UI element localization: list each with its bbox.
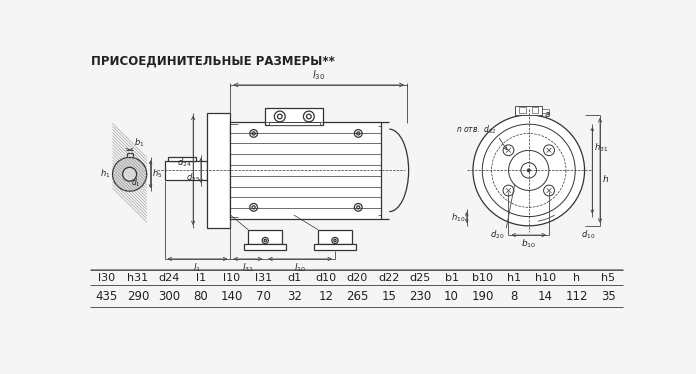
Text: $d_{20}$: $d_{20}$ — [491, 228, 505, 240]
Bar — [318, 230, 352, 243]
Circle shape — [306, 114, 311, 119]
Bar — [248, 230, 283, 243]
Text: 12: 12 — [319, 290, 333, 303]
Bar — [244, 243, 286, 250]
Text: 112: 112 — [566, 290, 588, 303]
Circle shape — [250, 203, 258, 211]
Text: $b_1$: $b_1$ — [134, 137, 145, 149]
Text: $b_{10}$: $b_{10}$ — [521, 237, 537, 250]
Circle shape — [503, 145, 514, 156]
Bar — [164, 161, 207, 180]
Text: $h_{31}$: $h_{31}$ — [594, 141, 608, 154]
Text: $h$: $h$ — [602, 172, 610, 184]
Text: 290: 290 — [127, 290, 149, 303]
Circle shape — [262, 237, 269, 243]
Text: l10: l10 — [223, 273, 241, 283]
Text: $l_1$: $l_1$ — [193, 261, 201, 274]
Text: $a$: $a$ — [544, 110, 551, 119]
Text: $h_5$: $h_5$ — [152, 168, 163, 181]
Polygon shape — [113, 157, 147, 191]
Circle shape — [278, 114, 282, 119]
Text: 8: 8 — [511, 290, 518, 303]
Text: ПРИСОЕДИНИТЕЛЬНЫЕ РАЗМЕРЫ**: ПРИСОЕДИНИТЕЛЬНЫЕ РАЗМЕРЫ** — [91, 54, 335, 67]
Circle shape — [354, 129, 362, 137]
Bar — [265, 108, 324, 125]
Text: 435: 435 — [95, 290, 118, 303]
Bar — [542, 109, 548, 113]
Circle shape — [544, 185, 555, 196]
Text: 70: 70 — [256, 290, 271, 303]
Text: h5: h5 — [601, 273, 615, 283]
Bar — [314, 243, 356, 250]
Text: h31: h31 — [127, 273, 148, 283]
Text: $d_{10}$: $d_{10}$ — [580, 228, 595, 240]
Circle shape — [334, 239, 336, 242]
Text: $h_1$: $h_1$ — [100, 168, 110, 181]
Text: $h_{10}$: $h_{10}$ — [451, 211, 465, 224]
Text: 32: 32 — [287, 290, 302, 303]
Text: 14: 14 — [538, 290, 553, 303]
Text: $d_1$: $d_1$ — [131, 177, 141, 189]
Bar — [168, 157, 196, 161]
Text: l31: l31 — [255, 273, 272, 283]
Circle shape — [482, 124, 576, 217]
Text: d24: d24 — [159, 273, 180, 283]
Bar — [269, 122, 319, 125]
Text: $d_{24}$: $d_{24}$ — [177, 156, 191, 169]
Circle shape — [250, 129, 258, 137]
Circle shape — [527, 169, 530, 172]
Circle shape — [274, 111, 285, 122]
Bar — [207, 113, 230, 228]
Circle shape — [473, 115, 585, 226]
Text: b10: b10 — [473, 273, 493, 283]
Bar — [519, 107, 525, 113]
Text: d20: d20 — [347, 273, 368, 283]
Text: 230: 230 — [409, 290, 432, 303]
Circle shape — [509, 150, 549, 190]
Text: $d_{25}$: $d_{25}$ — [186, 172, 200, 184]
Text: $l_{31}$: $l_{31}$ — [242, 261, 254, 274]
Circle shape — [252, 132, 255, 135]
Text: 140: 140 — [221, 290, 243, 303]
Text: $l_{30}$: $l_{30}$ — [313, 68, 325, 82]
Text: b1: b1 — [445, 273, 459, 283]
Circle shape — [521, 163, 537, 178]
Circle shape — [354, 203, 362, 211]
Text: 35: 35 — [601, 290, 616, 303]
Text: 80: 80 — [193, 290, 208, 303]
Bar — [230, 155, 239, 186]
Bar — [127, 153, 133, 157]
Text: h1: h1 — [507, 273, 521, 283]
Circle shape — [332, 237, 338, 243]
Bar — [532, 107, 538, 113]
Text: d22: d22 — [378, 273, 400, 283]
Circle shape — [356, 206, 360, 209]
Circle shape — [252, 206, 255, 209]
Text: 300: 300 — [158, 290, 180, 303]
Text: h10: h10 — [535, 273, 556, 283]
Bar — [515, 106, 542, 115]
Bar — [230, 122, 381, 219]
Circle shape — [503, 185, 514, 196]
Text: l1: l1 — [196, 273, 206, 283]
Text: l30: l30 — [98, 273, 115, 283]
Circle shape — [303, 111, 315, 122]
Text: $n$ $отв.$ $d_{22}$: $n$ $отв.$ $d_{22}$ — [456, 123, 496, 136]
Circle shape — [544, 145, 555, 156]
Text: $l_{10}$: $l_{10}$ — [294, 261, 306, 274]
Text: d10: d10 — [315, 273, 337, 283]
Circle shape — [264, 239, 267, 242]
Text: 10: 10 — [444, 290, 459, 303]
Circle shape — [356, 132, 360, 135]
Circle shape — [122, 167, 136, 181]
Text: d25: d25 — [409, 273, 431, 283]
Text: d1: d1 — [287, 273, 302, 283]
Text: 265: 265 — [347, 290, 369, 303]
Text: 190: 190 — [472, 290, 494, 303]
Text: 15: 15 — [381, 290, 396, 303]
Text: h: h — [574, 273, 580, 283]
